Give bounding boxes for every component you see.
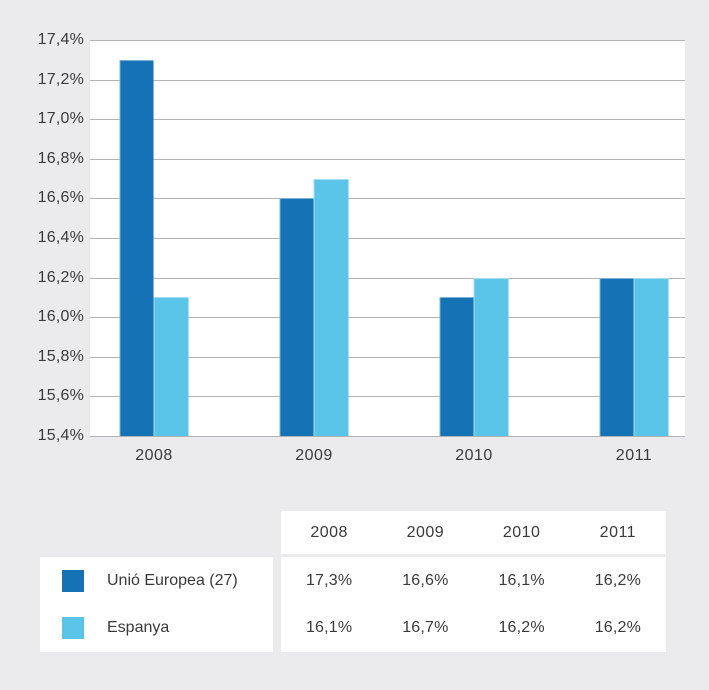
y-axis-tick-label: 16,8% [37,149,84,167]
x-axis-tick-label: 2009 [295,447,333,464]
table-row-unio-europea: 17,3% 16,6% 16,1% 16,2% [281,557,666,605]
legend-swatch-espanya-icon [62,617,84,640]
legend-item-espanya: Espanya [40,605,273,653]
y-axis-tick-label: 17,2% [37,70,84,88]
legend: Unió Europea (27) Espanya [40,557,273,652]
gridline [90,277,685,279]
bar-group-2008 [119,60,189,436]
gridline [90,238,685,239]
table-cell-ue-2010: 16,1% [498,571,545,589]
y-axis-tick-label: 16,0% [37,308,84,326]
table-header-row: 2008 2009 2010 2011 [281,511,666,554]
bar-2010-espanya [473,278,509,436]
table-cell-ue-2011: 16,2% [594,571,642,589]
gridline [90,40,685,41]
y-axis-tick-label: 16,4% [37,229,84,246]
gridline [90,396,685,398]
y-axis-tick-label: 17,0% [37,110,84,128]
gridline [90,436,685,437]
gridline [90,317,685,319]
table-cell-es-2009: 16,7% [402,619,449,637]
bar-2008-unio-europea [119,60,154,436]
bar-group-2010 [439,278,509,436]
x-axis-tick-label: 2011 [615,447,653,464]
table-col-header-2010: 2010 [502,523,541,541]
gridline [90,79,685,81]
table-cell-es-2008: 16,1% [305,619,353,637]
legend-label-unio-europea: Unió Europea (27) [107,571,238,589]
gridline [90,158,685,160]
bar-group-2011 [599,278,669,436]
bar-2011-unio-europea [599,278,634,436]
x-axis-tick-label: 2010 [455,447,493,464]
gridline [90,119,685,121]
x-axis-tick-label: 2008 [135,447,173,464]
y-axis-tick-label: 15,4% [37,427,84,444]
bar-2010-unio-europea [439,297,474,436]
table-cell-ue-2008: 17,3% [305,571,353,589]
bar-2009-espanya [313,179,349,436]
y-axis-tick-label: 16,2% [37,268,84,286]
table-col-header-2008: 2008 [310,523,348,541]
y-axis-tick-label: 16,6% [37,189,84,207]
table-row-espanya: 16,1% 16,7% 16,2% 16,2% [281,605,666,653]
legend-swatch-unio-europea-icon [62,569,84,592]
table-col-header-2011: 2011 [599,523,637,541]
legend-item-unio-europea: Unió Europea (27) [40,557,273,605]
bar-2009-unio-europea [279,198,314,436]
gridline [90,198,685,200]
bar-2008-espanya [153,297,189,436]
table-body: 17,3% 16,6% 16,1% 16,2% 16,1% 16,7% 16,2… [281,557,666,652]
table-cell-es-2011: 16,2% [594,619,642,637]
table-col-header-2009: 2009 [406,523,445,541]
table-cell-es-2010: 16,2% [498,619,545,637]
gridline [90,356,685,358]
bar-group-2009 [279,179,349,436]
bar-2011-espanya [633,278,669,436]
legend-label-espanya: Espanya [107,619,170,637]
y-axis-tick-label: 17,4% [37,31,84,48]
y-axis-tick-label: 15,8% [37,347,84,365]
table-cell-ue-2009: 16,6% [402,571,449,589]
y-axis-tick-label: 15,6% [37,387,84,405]
